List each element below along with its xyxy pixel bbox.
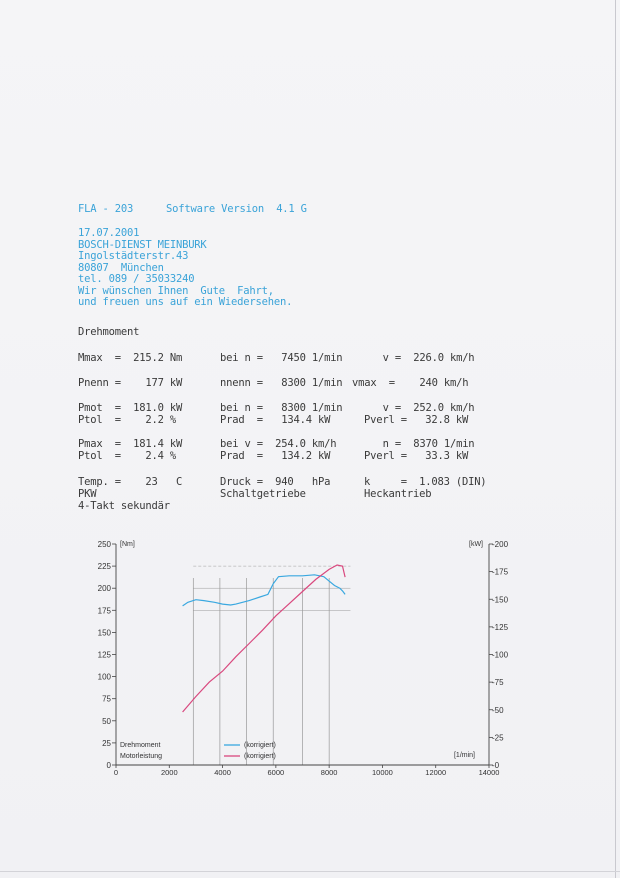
software-version: Software Version 4.1 G — [166, 203, 307, 215]
x-tick-label: 12000 — [425, 768, 446, 777]
row-cell: Mmax = 215.2 Nm — [78, 352, 183, 364]
greeting-line-2: und freuen uns auf ein Wiedersehen. — [78, 296, 293, 308]
row-cell: bei n = 7450 1/min — [220, 352, 343, 364]
row-cell: Ptol = 2.2 % — [78, 414, 176, 426]
row-cell: bei n = 8300 1/min — [220, 402, 343, 414]
page-edge-right — [615, 0, 616, 878]
row-cell: Pmax = 181.4 kW — [78, 438, 183, 450]
greeting-line-1: Wir wünschen Ihnen Gute Fahrt, — [78, 284, 274, 297]
y-left-tick-label: 100 — [98, 673, 112, 682]
y-right-tick-label: -125 — [492, 623, 509, 632]
row-cell: k = 1.083 (DIN) — [364, 476, 487, 488]
row-cell: Temp. = 23 C — [78, 476, 183, 488]
chart-labels: 0 25 50 75 100 125 150 175 200 225 250 -0 -25 -50 -75 -… — [98, 540, 509, 777]
y-left-tick-label: 0 — [107, 761, 112, 770]
row-cell: v = 252.0 km/h — [352, 402, 475, 414]
x-tick-label: 8000 — [321, 768, 338, 777]
row-cell: v = 226.0 km/h — [352, 352, 475, 364]
row-cell: bei v = 254.0 km/h — [220, 438, 337, 450]
city: 80807 München — [78, 261, 164, 274]
series-line-drehmoment — [182, 574, 346, 607]
x-tick-label: 6000 — [268, 768, 285, 777]
y-right-tick-label: -25 — [492, 733, 504, 742]
chart-axes — [112, 543, 493, 768]
y-right-tick-label: -150 — [492, 595, 509, 604]
row-cell: Heckantrieb — [364, 488, 432, 500]
page-edge-bottom — [0, 871, 620, 872]
row-cell: 4-Takt sekundär — [78, 500, 170, 512]
x-tick-label: 2000 — [161, 768, 178, 777]
row-cell: Druck = 940 hPa — [220, 476, 331, 488]
row-cell: Schaltgetriebe — [220, 488, 306, 500]
address-block: 17.07.2001 BOSCH-DIENST MEINBURK Ingolst… — [78, 227, 293, 309]
street: Ingolstädterstr.43 — [78, 250, 189, 262]
y-right-tick-label: -0 — [492, 761, 500, 770]
legend-note: (korrigiert) — [244, 753, 276, 760]
y-left-tick-label: 250 — [98, 540, 112, 549]
y-left-tick-label: 175 — [98, 606, 112, 615]
y-right-tick-label: -50 — [492, 706, 504, 715]
row-cell: PKW — [78, 488, 97, 500]
device-id: FLA - 203 — [78, 203, 134, 215]
y-left-tick-label: 225 — [98, 562, 112, 571]
chart-grid — [192, 565, 351, 765]
row-cell: Pnenn = 177 kW — [78, 377, 183, 389]
phone: tel. 089 / 35033240 — [78, 273, 195, 285]
section-title: Drehmoment — [78, 326, 140, 338]
y-left-tick-label: 150 — [98, 628, 112, 637]
date: 17.07.2001 — [78, 227, 140, 239]
y-right-unit-label: [kW] — [469, 541, 483, 548]
y-left-unit-label: [Nm] — [120, 541, 135, 548]
y-left-tick-label: 125 — [98, 651, 112, 660]
legend-note: (korrigiert) — [244, 742, 276, 749]
x-tick-label: 0 — [114, 768, 118, 777]
row-cell: Ptol = 2.4 % — [78, 450, 176, 462]
row-cell: n = 8370 1/min — [352, 438, 475, 450]
row-cell: Pverl = 32.8 kW — [364, 414, 469, 426]
row-cell: Prad = 134.2 kW — [220, 450, 331, 462]
series-line-motorleistung — [182, 564, 346, 713]
row-cell: Pverl = 33.3 kW — [364, 450, 469, 462]
row-cell: vmax = 240 km/h — [352, 377, 469, 389]
y-right-tick-label: -175 — [492, 568, 509, 577]
row-cell: Pmot = 181.0 kW — [78, 402, 183, 414]
x-tick-label: 4000 — [214, 768, 231, 777]
y-left-tick-label: 50 — [102, 717, 111, 726]
chart-series — [182, 564, 346, 713]
x-tick-label: 14000 — [479, 768, 500, 777]
company-name: BOSCH-DIENST MEINBURK — [78, 238, 207, 251]
y-left-tick-label: 75 — [102, 695, 111, 704]
y-right-tick-label: -75 — [492, 678, 504, 687]
y-right-tick-label: -200 — [492, 540, 509, 549]
row-cell: Prad = 134.4 kW — [220, 414, 331, 426]
y-left-tick-label: 200 — [98, 584, 112, 593]
row-cell: nnenn = 8300 1/min — [220, 377, 343, 389]
y-left-tick-label: 25 — [102, 739, 111, 748]
legend-label: Drehmoment — [120, 742, 161, 749]
x-unit-label: [1/min] — [454, 752, 475, 759]
y-right-tick-label: -100 — [492, 651, 509, 660]
legend-label: Motorleistung — [120, 753, 162, 760]
x-tick-label: 10000 — [372, 768, 393, 777]
